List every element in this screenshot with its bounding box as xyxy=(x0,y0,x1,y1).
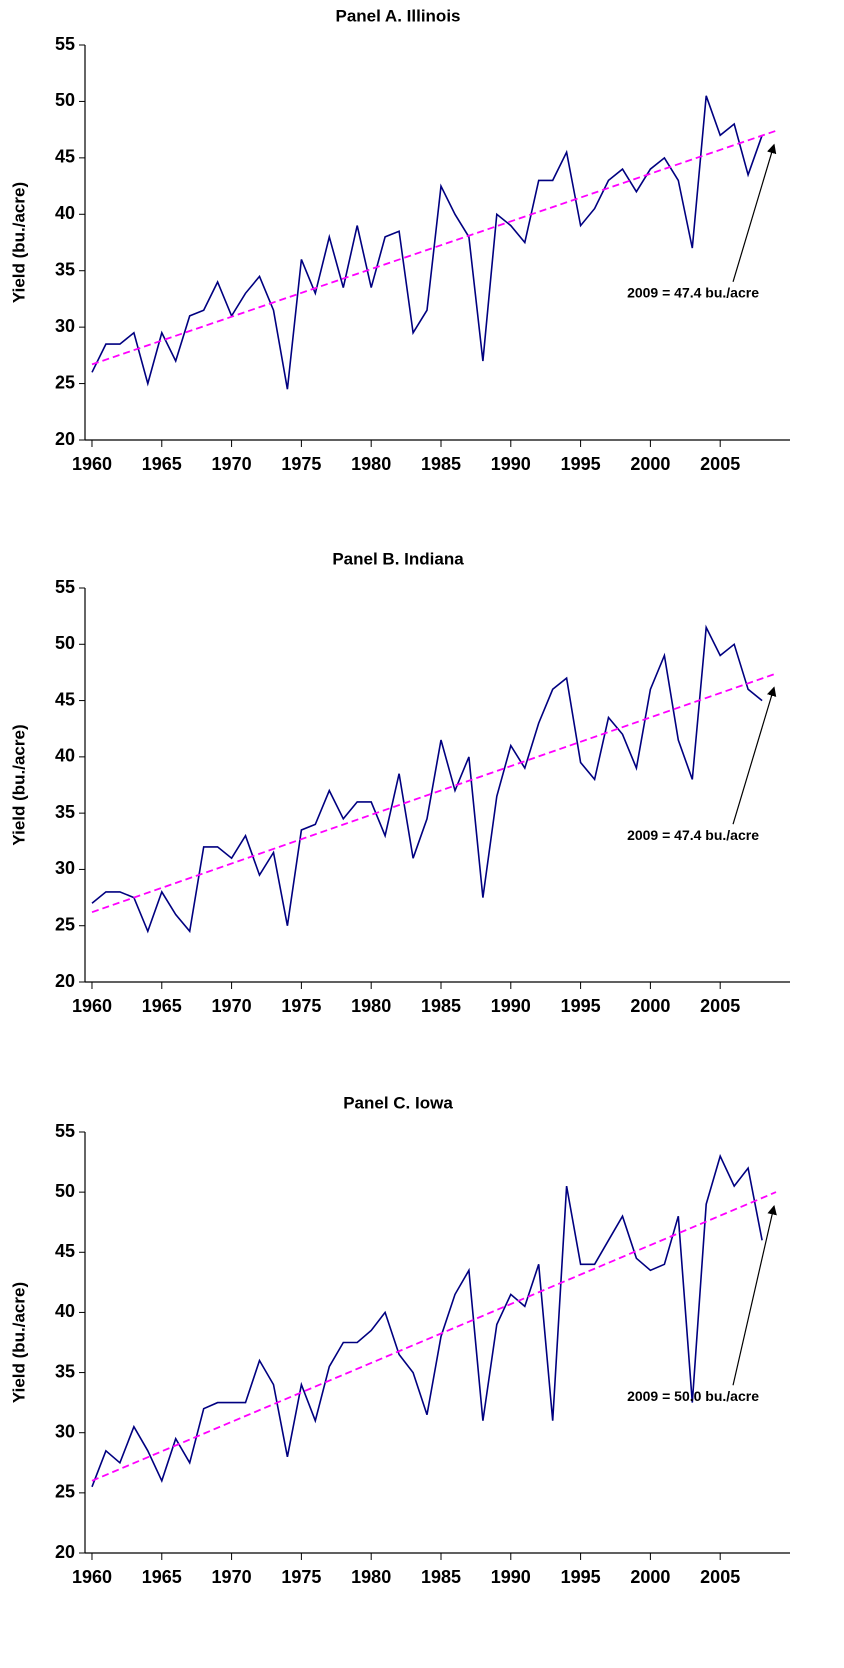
annotation-arrow xyxy=(732,686,777,825)
x-tick-label: 1965 xyxy=(142,1567,182,1587)
x-tick-label: 1995 xyxy=(561,996,601,1016)
y-tick-label: 35 xyxy=(55,1361,75,1381)
data-line xyxy=(91,1153,763,1488)
x-tick-label: 1980 xyxy=(351,454,391,474)
y-tick-label: 45 xyxy=(55,1241,75,1261)
annotation: 2009 = 47.4 bu./acre xyxy=(627,285,759,301)
y-tick-label: 30 xyxy=(55,1421,75,1441)
y-tick-label: 50 xyxy=(55,1181,75,1201)
x-tick-label: 1960 xyxy=(72,454,112,474)
x-tick-label: 1975 xyxy=(281,1567,321,1587)
x-tick-label: 1985 xyxy=(421,996,461,1016)
annotation-arrow xyxy=(732,1204,777,1386)
y-axis-label: Yield (bu./acre) xyxy=(9,724,28,845)
x-tick-label: 2005 xyxy=(700,454,740,474)
y-tick-label: 45 xyxy=(55,689,75,709)
y-axis-label: Yield (bu./acre) xyxy=(9,182,28,303)
x-tick-label: 1985 xyxy=(421,454,461,474)
x-tick-label: 1975 xyxy=(281,996,321,1016)
y-tick-label: 50 xyxy=(55,90,75,110)
x-tick-label: 1965 xyxy=(142,454,182,474)
x-tick-label: 1980 xyxy=(351,1567,391,1587)
y-tick-label: 40 xyxy=(55,1301,75,1321)
annotation: 2009 = 50.0 bu./acre xyxy=(627,1388,759,1404)
x-tick-label: 2005 xyxy=(700,996,740,1016)
y-tick-label: 25 xyxy=(55,914,75,934)
x-tick-label: 1970 xyxy=(212,996,252,1016)
y-tick-label: 35 xyxy=(55,802,75,822)
y-tick-label: 40 xyxy=(55,746,75,766)
y-tick-label: 20 xyxy=(55,1542,75,1562)
y-tick-label: 40 xyxy=(55,203,75,223)
y-tick-label: 55 xyxy=(55,1121,75,1141)
y-tick-label: 35 xyxy=(55,259,75,279)
x-tick-label: 2000 xyxy=(630,454,670,474)
x-tick-label: 1960 xyxy=(72,996,112,1016)
data-line xyxy=(91,624,763,934)
y-tick-label: 55 xyxy=(55,577,75,597)
y-tick-label: 30 xyxy=(55,316,75,336)
x-tick-label: 1970 xyxy=(212,1567,252,1587)
y-tick-label: 55 xyxy=(55,34,75,54)
y-tick-label: 30 xyxy=(55,858,75,878)
y-tick-label: 25 xyxy=(55,1482,75,1502)
trend-line xyxy=(91,1191,777,1482)
y-tick-label: 45 xyxy=(55,147,75,167)
chart-title: Panel A. Illinois xyxy=(335,6,460,25)
x-tick-label: 1965 xyxy=(142,996,182,1016)
y-tick-label: 50 xyxy=(55,633,75,653)
annotation: 2009 = 47.4 bu./acre xyxy=(627,827,759,843)
y-axis-label: Yield (bu./acre) xyxy=(9,1282,28,1403)
x-tick-label: 1990 xyxy=(491,996,531,1016)
chart-title: Panel C. Iowa xyxy=(343,1093,453,1112)
x-tick-label: 1970 xyxy=(212,454,252,474)
data-line xyxy=(91,95,763,390)
x-tick-label: 2005 xyxy=(700,1567,740,1587)
x-tick-label: 1985 xyxy=(421,1567,461,1587)
y-tick-label: 20 xyxy=(55,971,75,991)
x-tick-label: 1960 xyxy=(72,1567,112,1587)
y-tick-label: 20 xyxy=(55,429,75,449)
x-tick-label: 1995 xyxy=(561,454,601,474)
annotation-arrow xyxy=(732,143,777,283)
y-tick-label: 25 xyxy=(55,372,75,392)
x-tick-label: 1990 xyxy=(491,454,531,474)
x-tick-label: 1975 xyxy=(281,454,321,474)
x-tick-label: 1980 xyxy=(351,996,391,1016)
x-tick-label: 1990 xyxy=(491,1567,531,1587)
chart-title: Panel B. Indiana xyxy=(332,549,464,568)
x-tick-label: 2000 xyxy=(630,1567,670,1587)
x-tick-label: 2000 xyxy=(630,996,670,1016)
x-tick-label: 1995 xyxy=(561,1567,601,1587)
